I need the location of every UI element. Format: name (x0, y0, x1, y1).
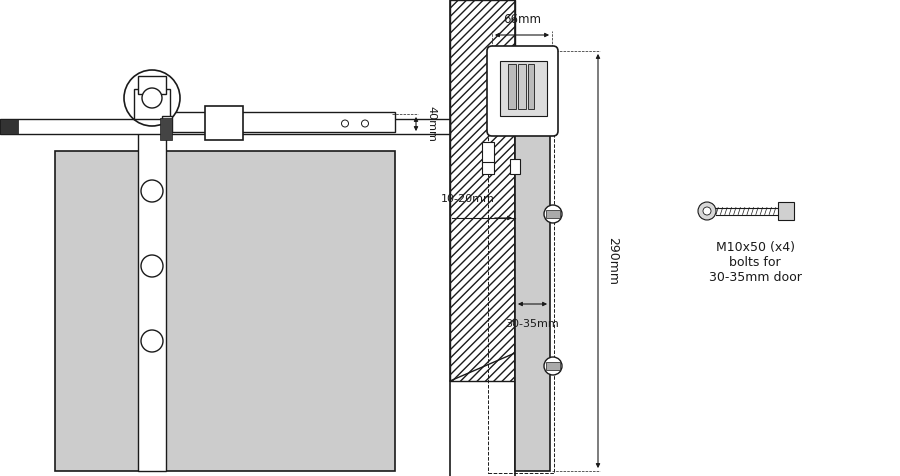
Bar (546, 210, 560, 218)
Bar (482, 142, 494, 164)
Bar (138, 76, 166, 94)
Bar (500, 61, 547, 116)
Circle shape (698, 202, 716, 220)
Bar (205, 106, 243, 140)
Circle shape (141, 330, 163, 352)
Bar (134, 89, 170, 119)
FancyBboxPatch shape (487, 46, 558, 136)
Bar (515, 71, 550, 471)
Text: M10x50 (x4)
bolts for
30-35mm door: M10x50 (x4) bolts for 30-35mm door (708, 241, 801, 284)
Bar (162, 116, 172, 132)
Circle shape (362, 120, 368, 127)
Bar (160, 118, 172, 140)
Text: 290mm: 290mm (606, 237, 619, 285)
Bar (508, 64, 516, 109)
Bar (528, 64, 534, 109)
Text: 30-35mm: 30-35mm (506, 319, 560, 329)
Bar (482, 162, 494, 174)
Bar (546, 362, 560, 370)
Circle shape (141, 255, 163, 277)
Bar (55, 151, 395, 471)
Circle shape (141, 180, 163, 202)
Bar (166, 112, 395, 132)
Bar (510, 159, 520, 174)
Bar (0, 119, 18, 134)
Bar (518, 64, 526, 109)
Bar (488, 49, 554, 473)
Text: 40mm: 40mm (426, 106, 436, 142)
Text: 10-20mm: 10-20mm (441, 194, 495, 204)
Bar (0, 119, 450, 134)
Bar (778, 202, 794, 220)
Circle shape (142, 88, 162, 108)
Bar (450, 0, 515, 381)
Circle shape (544, 357, 562, 375)
Bar (138, 119, 166, 471)
Circle shape (341, 120, 348, 127)
Text: 66mm: 66mm (503, 13, 541, 26)
Circle shape (703, 207, 711, 215)
Circle shape (124, 70, 180, 126)
Circle shape (544, 205, 562, 223)
